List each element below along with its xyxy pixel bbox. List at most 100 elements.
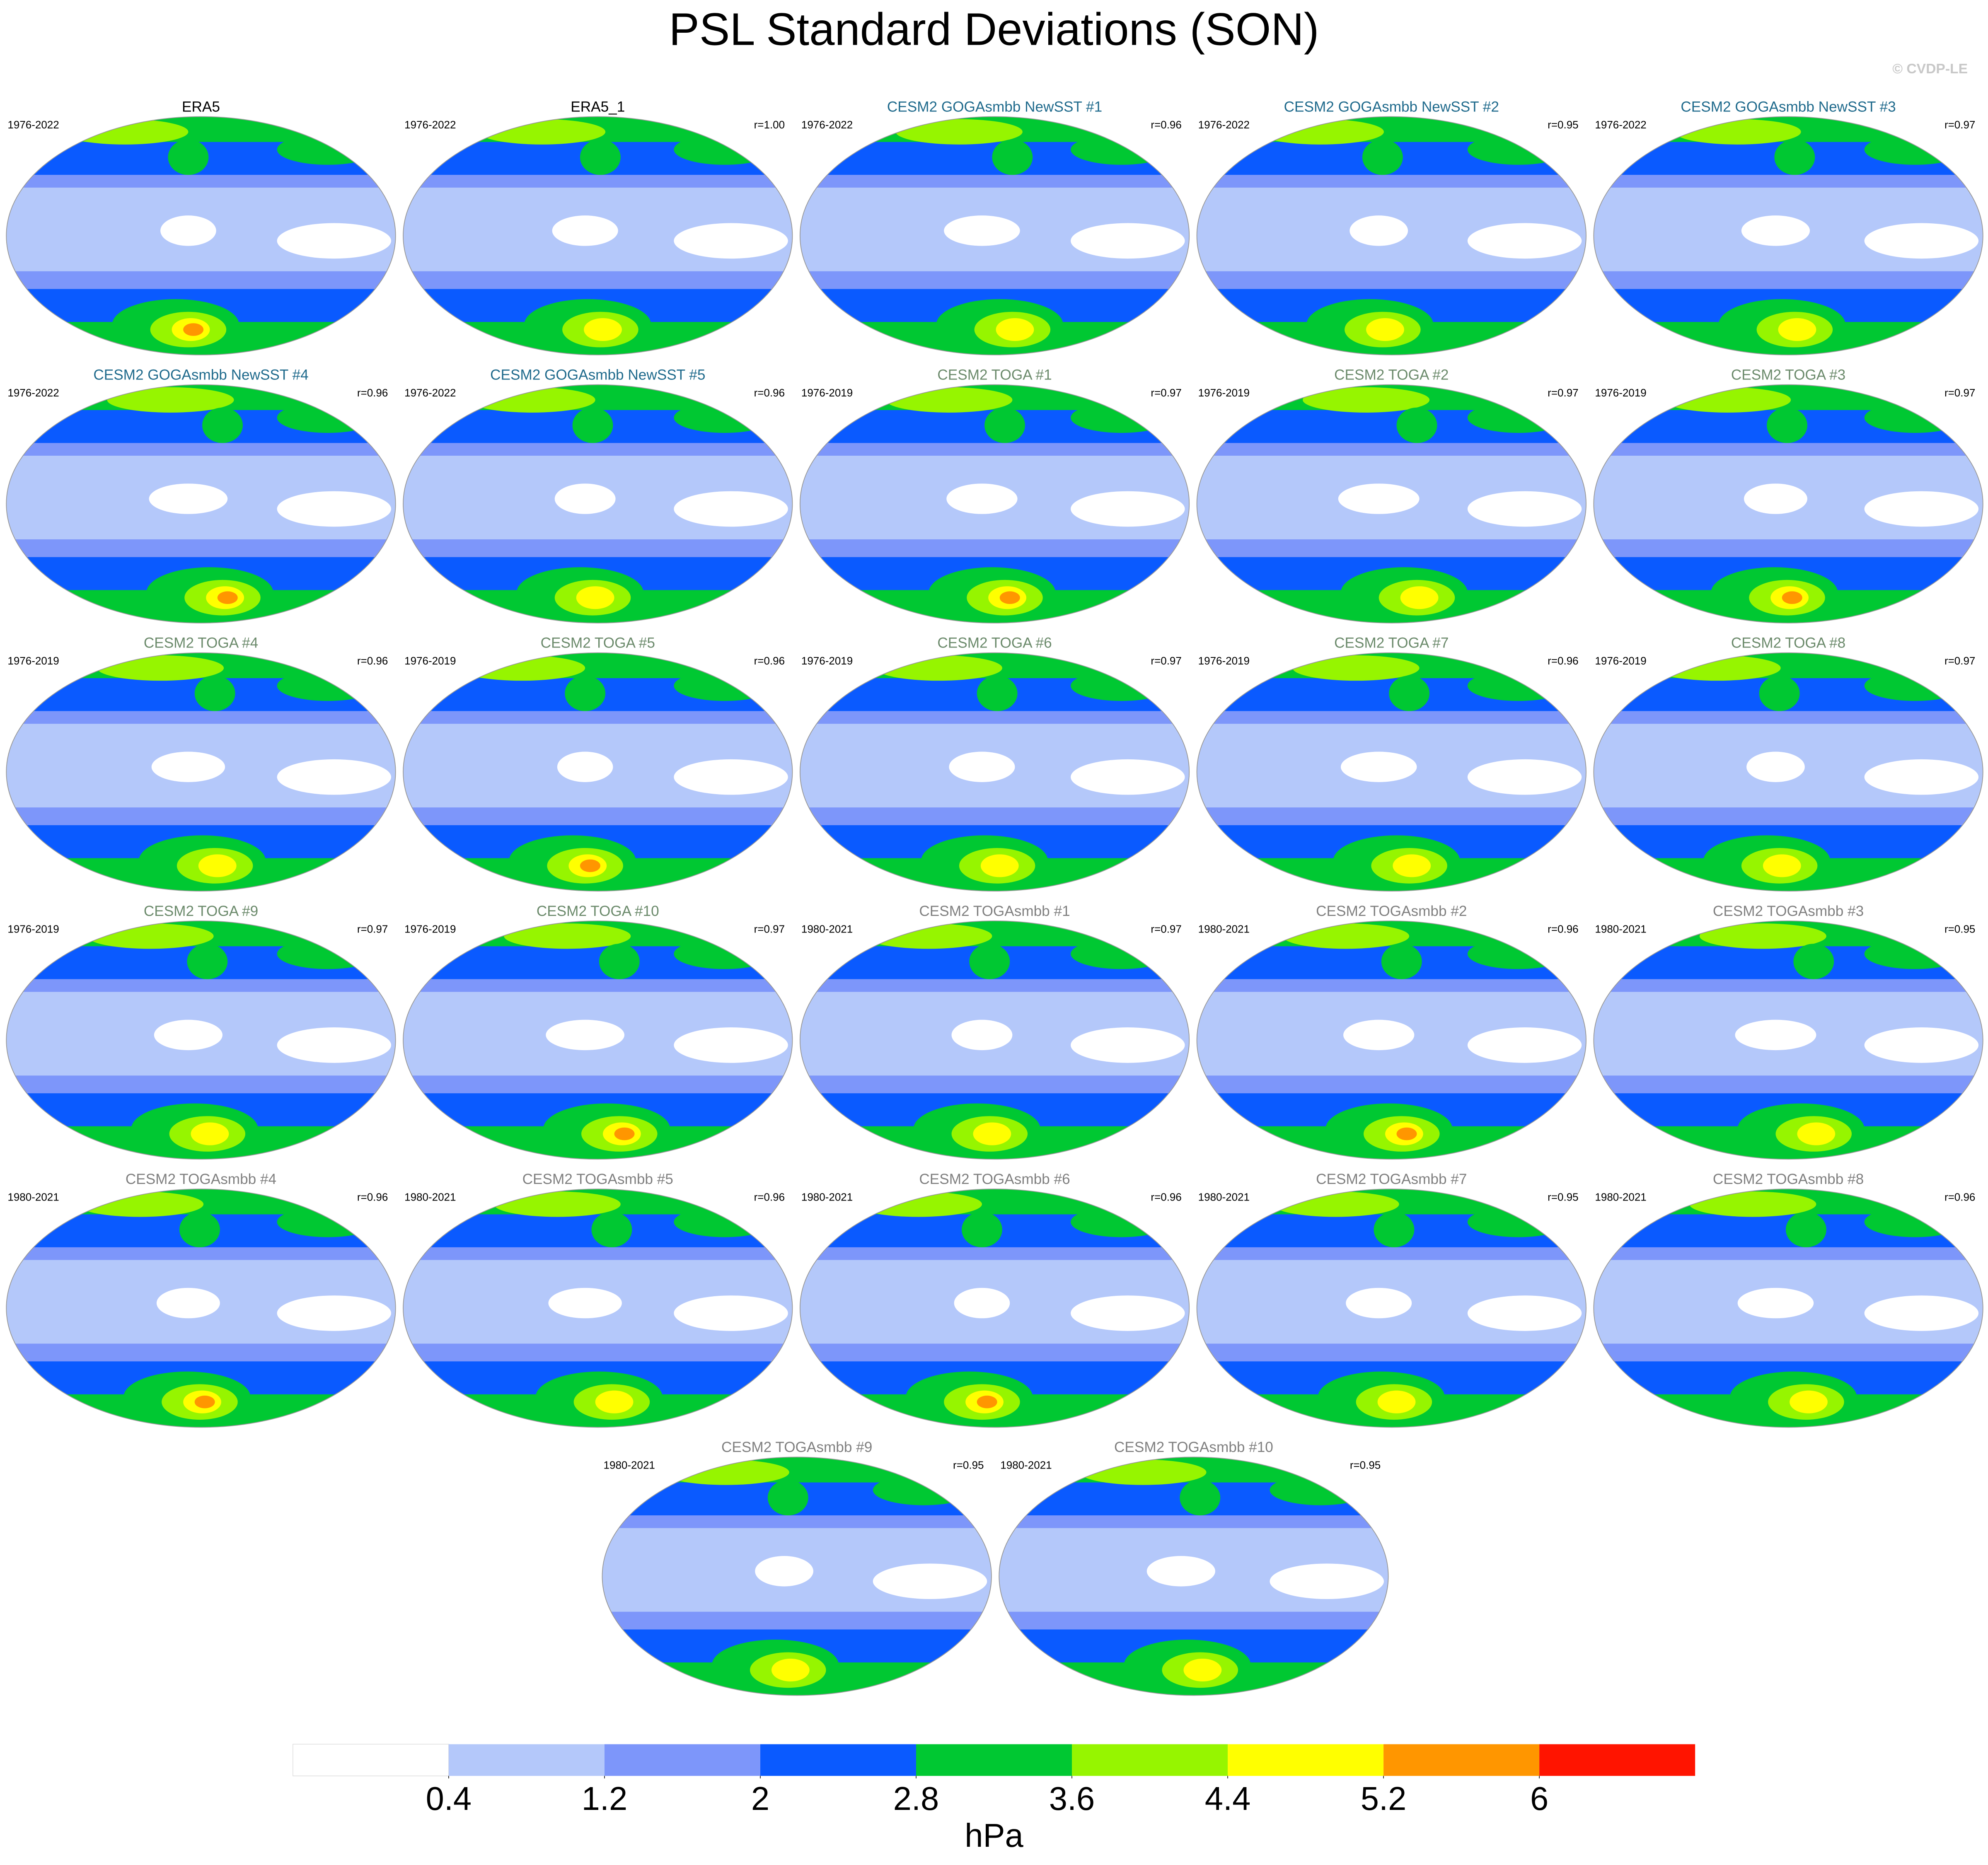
panel-title: CESM2 TOGA #10 bbox=[537, 903, 659, 919]
field-fill bbox=[61, 119, 189, 145]
field-fill bbox=[1654, 655, 1781, 681]
map-field bbox=[403, 921, 793, 1160]
field-fill bbox=[885, 387, 1013, 413]
period-label: 1976-2022 bbox=[1595, 118, 1646, 131]
panel-title: CESM2 GOGAsmbb NewSST #5 bbox=[490, 367, 705, 383]
period-label: 1980-2021 bbox=[604, 1459, 655, 1471]
field-fill bbox=[602, 1457, 992, 1483]
field-fill bbox=[1197, 175, 1586, 188]
panel-title: CESM2 TOGA #1 bbox=[937, 367, 1052, 383]
period-label: 1976-2019 bbox=[1595, 655, 1646, 667]
field-fill bbox=[1763, 854, 1801, 877]
credit: © CVDP-LE bbox=[1892, 61, 1968, 77]
period-label: 1976-2022 bbox=[7, 118, 59, 131]
field-fill bbox=[217, 591, 238, 604]
field-fill bbox=[969, 944, 1010, 979]
field-fill bbox=[1782, 591, 1802, 604]
r-label: r=0.97 bbox=[1151, 655, 1181, 667]
map-outline bbox=[1196, 116, 1587, 355]
field-fill bbox=[1467, 1027, 1582, 1063]
panel-title: CESM2 TOGAsmbb #6 bbox=[919, 1171, 1070, 1187]
field-fill bbox=[1381, 944, 1422, 979]
field-fill bbox=[1071, 670, 1172, 701]
colorbar-box bbox=[293, 1744, 449, 1776]
map-panel: CESM2 TOGA #3 1976-2019 r=0.97 bbox=[1593, 367, 1983, 623]
field-fill bbox=[403, 175, 793, 188]
field-fill bbox=[403, 652, 793, 679]
field-fill bbox=[1864, 1295, 1979, 1331]
field-fill bbox=[771, 1658, 810, 1681]
r-label: r=0.95 bbox=[1944, 923, 1975, 935]
field-fill bbox=[1467, 938, 1569, 969]
map-outline bbox=[799, 384, 1190, 623]
colorbar-tick-label: 5.2 bbox=[1361, 1780, 1407, 1817]
field-fill bbox=[1744, 483, 1807, 514]
map-field bbox=[1594, 1189, 1983, 1428]
map-panel: CESM2 TOGAsmbb #10 1980-2021 r=0.95 bbox=[999, 1439, 1389, 1696]
panel-title: CESM2 TOGA #4 bbox=[144, 635, 258, 651]
r-label: r=0.96 bbox=[1548, 655, 1578, 667]
field-fill bbox=[1594, 175, 1983, 188]
panel-title: CESM2 TOGAsmbb #5 bbox=[522, 1171, 673, 1187]
field-fill bbox=[800, 711, 1190, 724]
map-outline bbox=[1593, 384, 1983, 623]
field-fill bbox=[1864, 1027, 1979, 1063]
field-fill bbox=[674, 938, 776, 969]
field-fill bbox=[156, 1288, 220, 1319]
r-label: r=0.97 bbox=[1548, 387, 1578, 399]
map-outline bbox=[1593, 1189, 1983, 1428]
field-fill bbox=[973, 1122, 1011, 1145]
map-outline bbox=[403, 1189, 793, 1428]
field-fill bbox=[767, 1480, 808, 1516]
period-label: 1976-2019 bbox=[7, 923, 59, 935]
r-label: r=0.97 bbox=[1944, 387, 1975, 399]
field-fill bbox=[873, 1563, 987, 1599]
map-panel: CESM2 TOGA #9 1976-2019 r=0.97 bbox=[6, 903, 396, 1160]
field-fill bbox=[403, 711, 793, 724]
field-fill bbox=[277, 670, 379, 701]
colorbar-tick-label: 2.8 bbox=[893, 1780, 939, 1817]
map-field bbox=[403, 384, 793, 623]
panel-title: ERA5_1 bbox=[571, 99, 625, 115]
map-panel: CESM2 TOGA #2 1976-2019 r=0.97 bbox=[1196, 367, 1587, 623]
field-fill bbox=[944, 215, 1020, 246]
period-label: 1976-2022 bbox=[7, 387, 59, 399]
field-fill bbox=[984, 407, 1025, 443]
period-label: 1976-2019 bbox=[1198, 655, 1250, 667]
field-fill bbox=[1366, 318, 1404, 341]
field-fill bbox=[1338, 483, 1420, 514]
field-fill bbox=[1071, 491, 1185, 527]
map-panel: ERA5_1 1976-2022 r=1.00 bbox=[403, 99, 793, 355]
map-panel: CESM2 TOGA #10 1976-2019 r=0.97 bbox=[403, 903, 793, 1160]
field-fill bbox=[946, 483, 1018, 514]
field-fill bbox=[584, 318, 622, 341]
map-outline bbox=[6, 920, 396, 1160]
field-fill bbox=[1594, 979, 1983, 992]
map-field bbox=[800, 116, 1190, 355]
field-fill bbox=[1400, 586, 1439, 609]
field-fill bbox=[1467, 134, 1569, 165]
r-label: r=0.96 bbox=[754, 1191, 785, 1203]
field-fill bbox=[755, 1556, 813, 1587]
map-outline bbox=[1593, 652, 1983, 892]
map-field bbox=[403, 1189, 793, 1428]
r-label: r=0.95 bbox=[1548, 118, 1578, 131]
field-fill bbox=[1303, 387, 1430, 413]
map-field bbox=[800, 1189, 1190, 1428]
period-label: 1980-2021 bbox=[801, 1191, 853, 1203]
colorbar-box bbox=[916, 1744, 1072, 1776]
map-field bbox=[1594, 921, 1983, 1160]
map-field bbox=[800, 652, 1190, 891]
colorbar-tick-label: 3.6 bbox=[1049, 1780, 1095, 1817]
field-fill bbox=[1396, 1127, 1417, 1140]
field-fill bbox=[800, 175, 1190, 188]
map-outline bbox=[6, 384, 396, 623]
field-fill bbox=[403, 384, 793, 410]
field-fill bbox=[1864, 402, 1966, 433]
map-panel: CESM2 TOGA #6 1976-2019 r=0.97 bbox=[799, 635, 1190, 892]
field-fill bbox=[1393, 854, 1431, 877]
period-label: 1976-2019 bbox=[1198, 387, 1250, 399]
field-fill bbox=[875, 655, 1002, 681]
period-label: 1980-2021 bbox=[7, 1191, 59, 1203]
